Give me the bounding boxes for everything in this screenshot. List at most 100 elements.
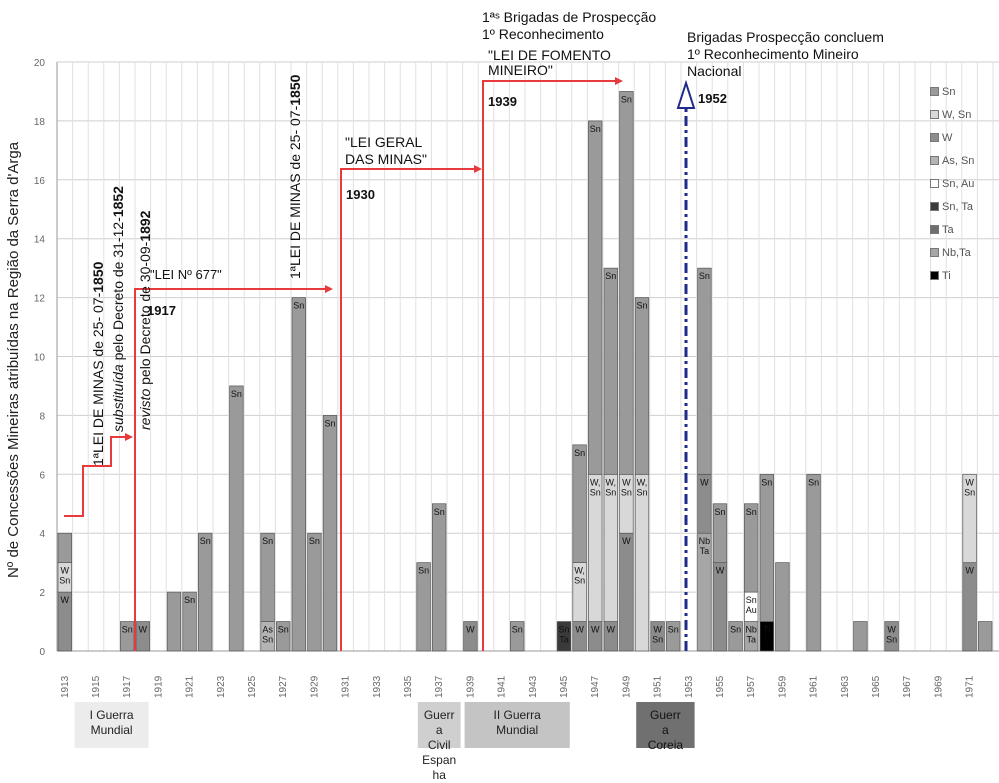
bar-data-label: Sn — [714, 507, 725, 517]
period-label: Guerr a Coreia — [647, 708, 684, 752]
bar-data-label: Sn — [59, 576, 70, 586]
bar-data-label: Nb — [699, 536, 711, 546]
lei-geral-annotation: "LEI GERAL DAS MINAS" — [345, 134, 427, 167]
bar-data-label: Au — [746, 605, 757, 615]
bar-segment — [697, 267, 712, 475]
legend-item: Sn — [930, 80, 998, 103]
bar-data-label: Sn — [605, 271, 616, 281]
y-tick-label: 12 — [34, 294, 46, 305]
legend-item: As, Sn — [930, 149, 998, 172]
law-1850-rotated: 1ªLEI DE MINAS de 25- 07-1850 — [90, 261, 106, 466]
x-tick-label: 1947 — [590, 675, 601, 698]
bar-segment — [229, 385, 244, 652]
fomento-annotation: "LEI DE FOMENTO MINEIRO" — [488, 47, 611, 78]
x-tick-label: 1927 — [278, 675, 289, 698]
y-tick-label: 10 — [34, 353, 46, 364]
bar-data-label: Sn — [886, 635, 897, 645]
legend-item: W, Sn — [930, 103, 998, 126]
bar-data-label: W — [466, 625, 475, 635]
year-1952-label: 1952 — [698, 91, 727, 106]
bar-segment — [759, 473, 774, 622]
bar-segment — [666, 621, 681, 652]
law-step-line-1 — [64, 436, 127, 517]
x-tick-label: 1945 — [559, 675, 570, 698]
bar-segment — [57, 532, 72, 564]
law-arrow-3 — [474, 165, 482, 173]
bar-data-label: W, — [590, 477, 601, 487]
law-arrow-4 — [615, 77, 623, 85]
bar-segment — [276, 621, 291, 652]
bar-segment — [853, 621, 868, 652]
bar-segment — [634, 297, 650, 475]
legend-label: Sn, Ta — [942, 200, 973, 213]
law-step-line-4 — [482, 80, 615, 651]
bar-data-label: Sn — [309, 536, 320, 546]
law-1850-annotation: 1ªLEI DE MINAS de 25- 07-1850 — [287, 74, 303, 279]
legend-swatch — [930, 225, 939, 234]
x-tick-label: 1959 — [777, 675, 788, 698]
bar-segment — [650, 621, 665, 652]
legend-swatch — [930, 156, 939, 165]
legend-label: Nb,Ta — [942, 246, 971, 259]
nacional-arrow-head — [676, 79, 696, 109]
bar-data-label: Sn — [621, 94, 632, 104]
legend-swatch — [930, 133, 939, 142]
brigadas-annotation: 1ªˢ Brigadas de Prospecção 1º Reconhecim… — [482, 9, 657, 42]
y-tick-label: 4 — [39, 529, 45, 540]
bar-segment — [556, 621, 572, 652]
bar-data-label: W — [607, 625, 616, 635]
bar-segment — [884, 621, 899, 652]
law-1892-rotated: revisto pelo Decreto de 30-09-1892 — [137, 210, 153, 430]
bar-segment — [603, 267, 618, 475]
bar-data-label: Sn — [558, 625, 569, 635]
y-tick-label: 6 — [39, 470, 45, 481]
x-tick-label: 1963 — [840, 675, 851, 698]
legend-swatch — [930, 179, 939, 188]
y-tick-label: 18 — [34, 117, 46, 128]
legend-swatch — [930, 248, 939, 257]
bar-data-label: Sn — [278, 625, 289, 635]
bar-data-label: Sn — [605, 487, 616, 497]
bar-data-label: W — [622, 536, 631, 546]
y-tick-label: 2 — [39, 588, 45, 599]
legend-label: Ta — [942, 223, 954, 236]
y-tick-label: 20 — [34, 58, 46, 69]
year-1939-label: 1939 — [488, 94, 517, 109]
bar-segment — [416, 562, 431, 652]
bar-data-label: Nb — [745, 625, 757, 635]
legend: Sn W, Sn W As, Sn Sn, Au Sn, Ta Ta Nb,Ta Ti — [930, 80, 998, 287]
period-label: Guerr a Civil Espan ha — [422, 708, 457, 782]
law-arrow-1 — [125, 433, 133, 441]
law-1852-rotated: substituída pelo Decreto de 31-12-1852 — [110, 186, 126, 432]
x-tick-label: 1957 — [746, 675, 757, 698]
bar-segment — [775, 562, 790, 652]
bar-data-label: Sn — [746, 595, 757, 605]
bar-segment — [619, 91, 634, 475]
period-label: I Guerra Mundial — [89, 708, 134, 737]
bar-data-label: Sn — [184, 595, 195, 605]
bar-segment — [712, 503, 728, 564]
legend-item: Sn, Ta — [930, 195, 998, 218]
lei-677-annotation: "LEI Nº 677" — [150, 267, 222, 282]
bar-data-label: W, — [637, 477, 648, 487]
bar-data-label: W — [700, 477, 709, 487]
bar-segment — [962, 562, 977, 652]
x-tick-label: 1969 — [933, 675, 944, 698]
period-box-1 — [417, 702, 461, 748]
x-tick-label: 1919 — [153, 675, 164, 698]
bar-data-label: Sn — [418, 566, 429, 576]
bar-segment — [166, 591, 182, 652]
legend-swatch — [930, 271, 939, 280]
bar-segment — [307, 532, 322, 652]
x-tick-label: 1953 — [684, 675, 695, 698]
bar-data-label: W — [139, 625, 148, 635]
bar-data-label: W — [965, 477, 974, 487]
y-tick-label: 14 — [34, 235, 46, 246]
y-tick-label: 0 — [39, 647, 45, 658]
law-step-line-2 — [134, 288, 326, 651]
bar-segment — [198, 532, 213, 652]
legend-label: Ti — [942, 269, 951, 282]
bar-segment — [744, 503, 759, 593]
x-tick-label: 1921 — [185, 675, 196, 698]
bar-data-label: Sn — [964, 487, 975, 497]
